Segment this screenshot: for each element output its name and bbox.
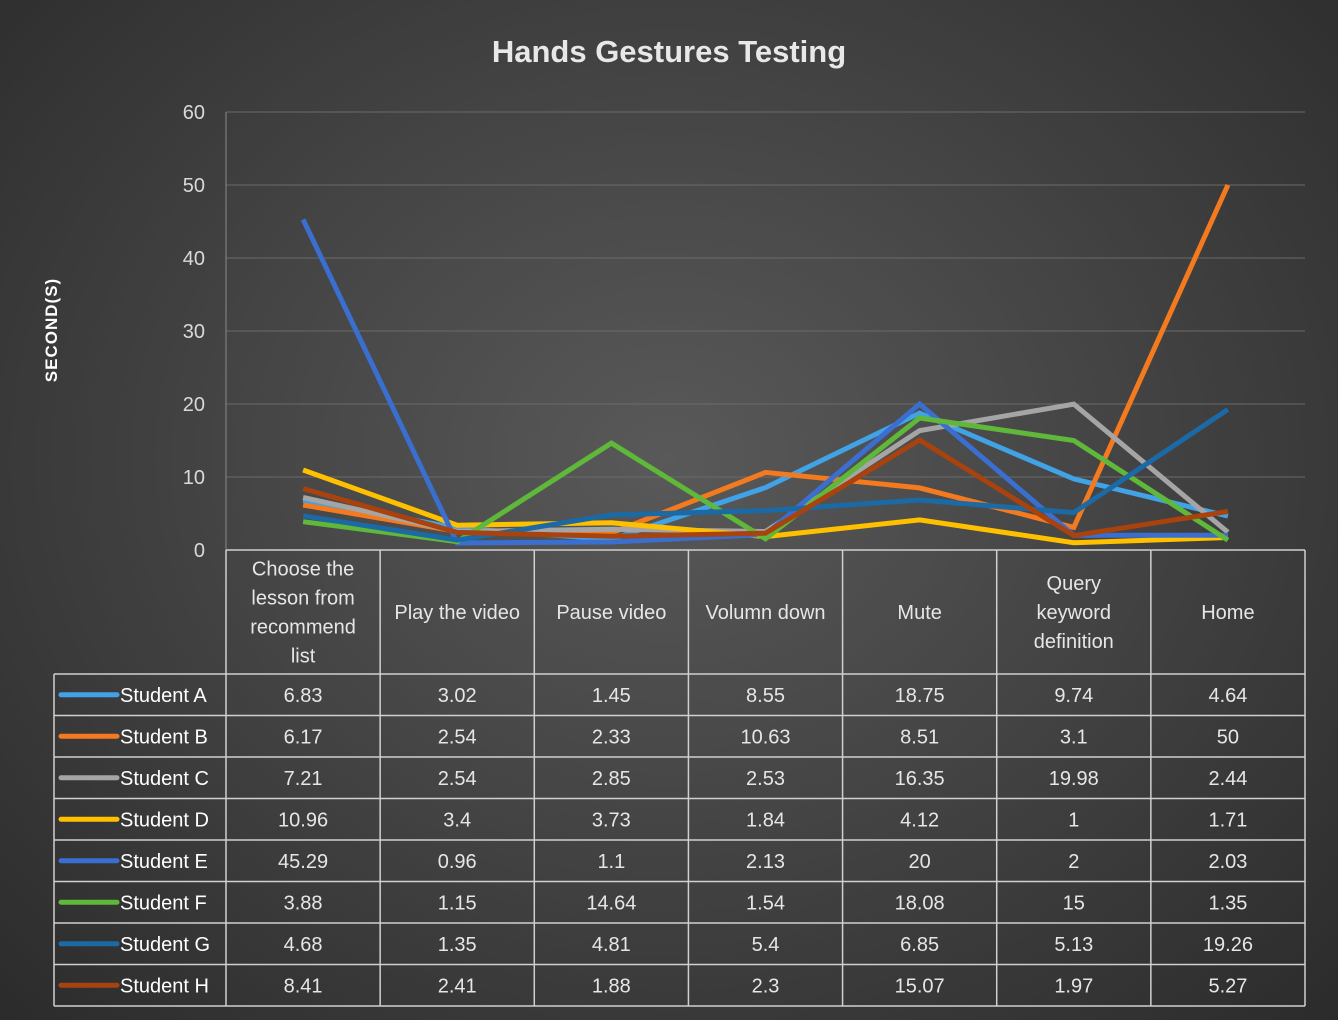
table-cell-value: 2.54 bbox=[438, 726, 477, 748]
table-cell-value: 4.68 bbox=[284, 934, 323, 956]
series-lines bbox=[300, 183, 1231, 546]
table-cell-value: 15.07 bbox=[895, 975, 945, 997]
series-name: Student C bbox=[120, 768, 209, 790]
series-name: Student B bbox=[120, 726, 208, 748]
table-cell-value: 1.35 bbox=[438, 934, 477, 956]
y-ticks: 0 10 20 30 40 50 60 bbox=[183, 102, 205, 562]
table-cell-value: 20 bbox=[909, 851, 931, 873]
table-cell-value: 7.21 bbox=[284, 768, 323, 790]
category-label: Pause video bbox=[556, 602, 666, 624]
category-label: Query keyword definition bbox=[1034, 573, 1114, 653]
table-cell-value: 6.83 bbox=[284, 685, 323, 707]
table-cell-value: 18.75 bbox=[895, 685, 945, 707]
table-cell-value: 4.64 bbox=[1208, 685, 1247, 707]
y-tick-label: 60 bbox=[183, 102, 205, 124]
category-label: Choose the lesson from recommend list bbox=[250, 559, 356, 668]
y-tick-label: 10 bbox=[183, 467, 205, 489]
table-cell-value: 1.71 bbox=[1208, 809, 1247, 831]
y-tick-label: 50 bbox=[183, 175, 205, 197]
table-cell-value: 3.1 bbox=[1060, 726, 1088, 748]
series-line-student-g bbox=[302, 407, 1230, 543]
table-cell-value: 4.12 bbox=[900, 809, 939, 831]
series-name: Student F bbox=[120, 892, 207, 914]
table-cell-value: 5.27 bbox=[1208, 975, 1247, 997]
table-cell-value: 50 bbox=[1217, 726, 1239, 748]
table-cell-value: 9.74 bbox=[1054, 685, 1093, 707]
series-name: Student E bbox=[120, 851, 208, 873]
table-cell-value: 14.64 bbox=[586, 892, 636, 914]
table-cell-value: 18.08 bbox=[895, 892, 945, 914]
category-label: Mute bbox=[897, 602, 941, 624]
table-cell-value: 1.97 bbox=[1054, 975, 1093, 997]
y-tick-label: 20 bbox=[183, 394, 205, 416]
series-line-student-h bbox=[302, 437, 1229, 539]
y-tick-label: 30 bbox=[183, 321, 205, 343]
table-cell-value: 6.85 bbox=[900, 934, 939, 956]
table-cell-value: 1.35 bbox=[1208, 892, 1247, 914]
series-name: Student G bbox=[120, 934, 210, 956]
table-cell-value: 2.41 bbox=[438, 975, 477, 997]
table-cell-value: 1.1 bbox=[597, 851, 625, 873]
table-cell-value: 4.81 bbox=[592, 934, 631, 956]
y-tick-label: 0 bbox=[194, 540, 205, 562]
table-cell-value: 19.98 bbox=[1049, 768, 1099, 790]
table-cell-value: 15 bbox=[1063, 892, 1085, 914]
y-axis-label: SECOND(S) bbox=[42, 278, 61, 382]
series-line-student-a bbox=[302, 410, 1229, 542]
table-cell-value: 10.63 bbox=[740, 726, 790, 748]
table-cell-value: 2 bbox=[1068, 851, 1079, 873]
table-cell-value: 8.55 bbox=[746, 685, 785, 707]
table-cell-value: 1.15 bbox=[438, 892, 477, 914]
table-cell-value: 1.84 bbox=[746, 809, 785, 831]
series-name: Student A bbox=[120, 685, 207, 707]
data-table: Choose the lesson from recommend list Play t… bbox=[53, 549, 1306, 1007]
table-cell-value: 1 bbox=[1068, 809, 1079, 831]
table-cell-value: 1.45 bbox=[592, 685, 631, 707]
table-cell-value: 1.54 bbox=[746, 892, 785, 914]
table-cell-value: 3.88 bbox=[284, 892, 323, 914]
table-cell-value: 19.26 bbox=[1203, 934, 1253, 956]
table-cell-value: 5.4 bbox=[752, 934, 780, 956]
chart-title: Hands Gestures Testing bbox=[492, 34, 846, 69]
table-cell-value: 8.41 bbox=[284, 975, 323, 997]
table-cell-value: 2.03 bbox=[1208, 851, 1247, 873]
table-cell-value: 45.29 bbox=[278, 851, 328, 873]
category-label: Volumn down bbox=[705, 602, 825, 624]
table-cell-value: 2.3 bbox=[752, 975, 780, 997]
table-cell-value: 3.73 bbox=[592, 809, 631, 831]
category-label: Home bbox=[1201, 602, 1254, 624]
category-label: Play the video bbox=[394, 602, 520, 624]
table-cell-value: 0.96 bbox=[438, 851, 477, 873]
table-cell-value: 1.88 bbox=[592, 975, 631, 997]
table-cell-value: 2.53 bbox=[746, 768, 785, 790]
table-cell-value: 2.54 bbox=[438, 768, 477, 790]
table-cell-value: 10.96 bbox=[278, 809, 328, 831]
table-cell-value: 2.44 bbox=[1208, 768, 1247, 790]
table-cell-value: 6.17 bbox=[284, 726, 323, 748]
series-name: Student D bbox=[120, 809, 209, 831]
table-cell-value: 8.51 bbox=[900, 726, 939, 748]
table-cell-value: 16.35 bbox=[895, 768, 945, 790]
table-cell-value: 3.02 bbox=[438, 685, 477, 707]
table-cell-value: 3.4 bbox=[443, 809, 471, 831]
y-tick-label: 40 bbox=[183, 248, 205, 270]
table-cell-value: 2.33 bbox=[592, 726, 631, 748]
table-cell-value: 2.13 bbox=[746, 851, 785, 873]
table-cell-value: 5.13 bbox=[1054, 934, 1093, 956]
series-name: Student H bbox=[120, 975, 209, 997]
table-cell-value: 2.85 bbox=[592, 768, 631, 790]
